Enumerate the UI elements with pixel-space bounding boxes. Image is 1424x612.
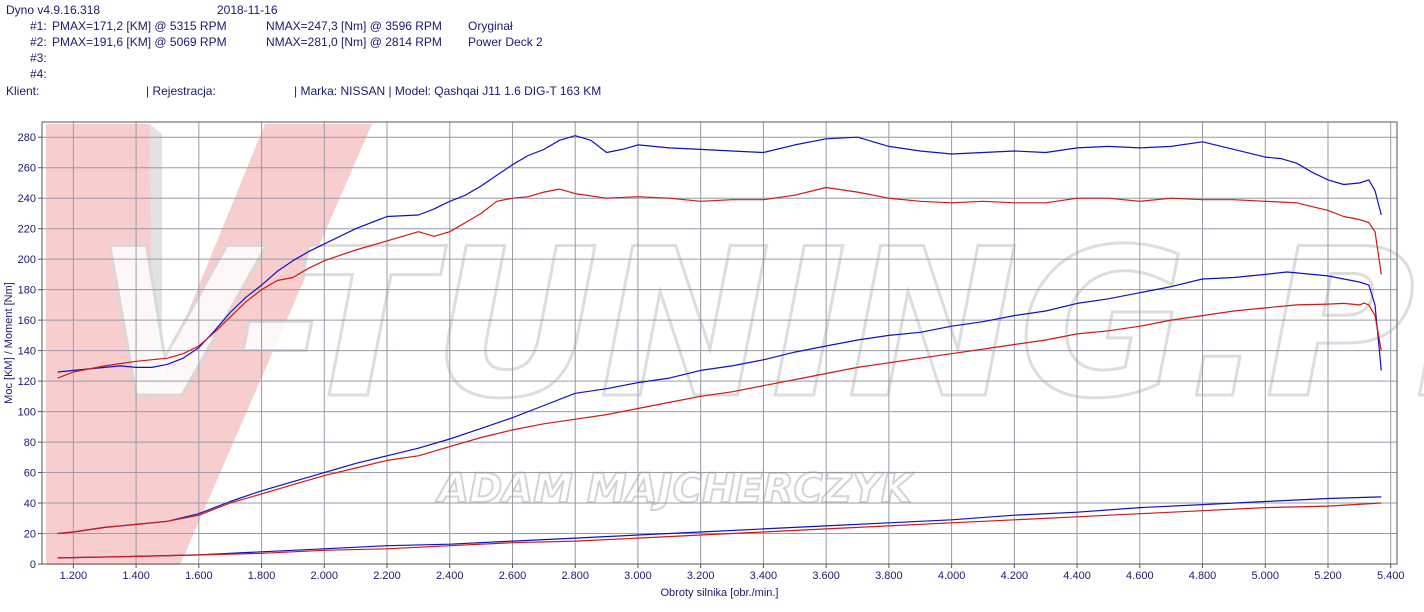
run-2-id: #2: [30,35,47,49]
run-1-pmax: PMAX=171,2 [KM] @ 5315 RPM [52,19,227,33]
y-axis-label: Moc [KM] / Moment [Nm] [3,282,15,404]
x-tick-label-10: 3.200 [687,570,715,582]
run-1-label: Oryginał [468,19,513,33]
run-2-pmax: PMAX=191,6 [KM] @ 5069 RPM [52,35,227,49]
x-tick-label-16: 4.400 [1063,570,1091,582]
y-tick-label-9: 180 [18,285,36,297]
watermark-logo: V-TUNING.PL ADAM MAJCHERCZYK [46,124,1424,565]
series-run1-power-line [57,302,1382,535]
x-tick-label-12: 3.600 [812,570,840,582]
series-run2-power-line [57,271,1382,535]
x-tick-label-18: 4.800 [1189,570,1217,582]
registration-label: | Rejestracja: [146,84,216,98]
y-tick-label-4: 80 [24,437,36,449]
x-tick-label-9: 3.000 [624,570,652,582]
series-run1-torque-line [57,186,1382,379]
y-tick-label-2: 40 [24,498,36,510]
client-label: Klient: [6,84,40,98]
x-axis: 1.200 1.400 1.600 1.800 2.000 2.200 2.400 2.600… [60,564,1405,582]
series-run2-loss-line [57,496,1382,559]
y-tick-label-7: 140 [18,346,36,358]
run-3-id: #3: [30,51,47,65]
run-1-nmax: NMAX=247,3 [Nm] @ 3596 RPM [266,19,442,33]
watermark-v-shadow [150,124,162,400]
y-tick-label-13: 260 [18,163,36,175]
y-tick-label-1: 20 [24,529,36,541]
y-tick-label-10: 200 [18,254,36,266]
x-tick-label-1: 1.400 [122,570,150,582]
x-axis-label: Obroty silnika [obr./min.] [661,587,779,599]
x-tick-label-2: 1.600 [185,570,213,582]
x-tick-label-14: 4.000 [938,570,966,582]
x-tick-label-6: 2.400 [436,570,464,582]
x-tick-label-8: 2.800 [561,570,589,582]
series-run2-torque-line [57,135,1382,373]
x-tick-label-13: 3.800 [875,570,903,582]
y-tick-label-0: 0 [30,559,36,571]
y-tick-label-6: 120 [18,376,36,388]
x-tick-label-15: 4.200 [1001,570,1029,582]
plot-frame [41,121,1398,565]
vehicle-info: | Marka: NISSAN | Model: Qashqai J11 1.6… [294,84,602,98]
x-tick-label-4: 2.000 [311,570,339,582]
x-tick-label-17: 4.600 [1126,570,1154,582]
series-lines [57,135,1382,559]
watermark-v-shape [46,124,372,565]
y-axis: 0 20 40 60 80 100 120 140 160 180 200 220 240 260 280 [18,132,42,571]
y-tick-label-5: 100 [18,407,36,419]
y-tick-label-3: 60 [24,468,36,480]
y-tick-label-14: 280 [18,132,36,144]
x-tick-label-21: 5.400 [1377,570,1405,582]
y-tick-label-11: 220 [18,224,36,236]
series-run1-loss-line [57,502,1382,559]
y-tick-label-12: 240 [18,193,36,205]
x-tick-label-7: 2.600 [499,570,527,582]
run-1-id: #1: [30,19,47,33]
app-version: Dyno v4.9.16.318 [6,3,101,17]
run-2-nmax: NMAX=281,0 [Nm] @ 2814 RPM [266,35,442,49]
run-4-id: #4: [30,67,47,81]
x-tick-label-20: 5.200 [1314,570,1342,582]
y-tick-label-8: 160 [18,315,36,327]
x-tick-label-5: 2.200 [373,570,401,582]
test-date: 2018-11-16 [217,3,278,17]
x-tick-label-11: 3.400 [750,570,778,582]
x-tick-label-19: 5.000 [1251,570,1279,582]
watermark-brand-text: V-TUNING.PL [94,206,1424,444]
x-tick-label-0: 1.200 [60,570,88,582]
run-2-label: Power Deck 2 [468,35,543,49]
x-tick-label-3: 1.800 [248,570,276,582]
